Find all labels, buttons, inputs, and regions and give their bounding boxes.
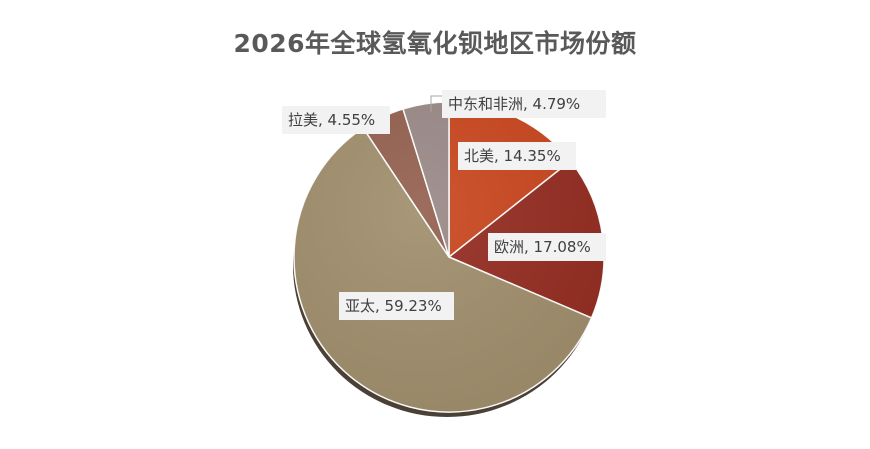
chart-title: 2026年全球氢氧化钡地区市场份额: [233, 29, 637, 58]
data-label-text-3: 拉美, 4.55%: [288, 111, 375, 129]
data-label-box-4: [442, 90, 606, 118]
data-label-text-0: 北美, 14.35%: [464, 147, 561, 165]
data-label-box-1: [488, 233, 606, 261]
data-label-3: 拉美, 4.55%: [282, 106, 390, 134]
data-label-text-1: 欧洲, 17.08%: [494, 238, 591, 256]
data-label-0: 北美, 14.35%: [458, 142, 576, 170]
data-label-box-0: [458, 142, 576, 170]
data-label-1: 欧洲, 17.08%: [488, 233, 606, 261]
data-label-text-4: 中东和非洲, 4.79%: [448, 95, 580, 113]
data-label-box-2: [339, 292, 454, 320]
leader-line-mea: [430, 95, 442, 112]
data-label-4: 中东和非洲, 4.79%: [442, 90, 606, 118]
data-label-text-2: 亚太, 59.23%: [345, 297, 442, 315]
data-label-box-3: [282, 106, 390, 134]
data-label-2: 亚太, 59.23%: [339, 292, 454, 320]
